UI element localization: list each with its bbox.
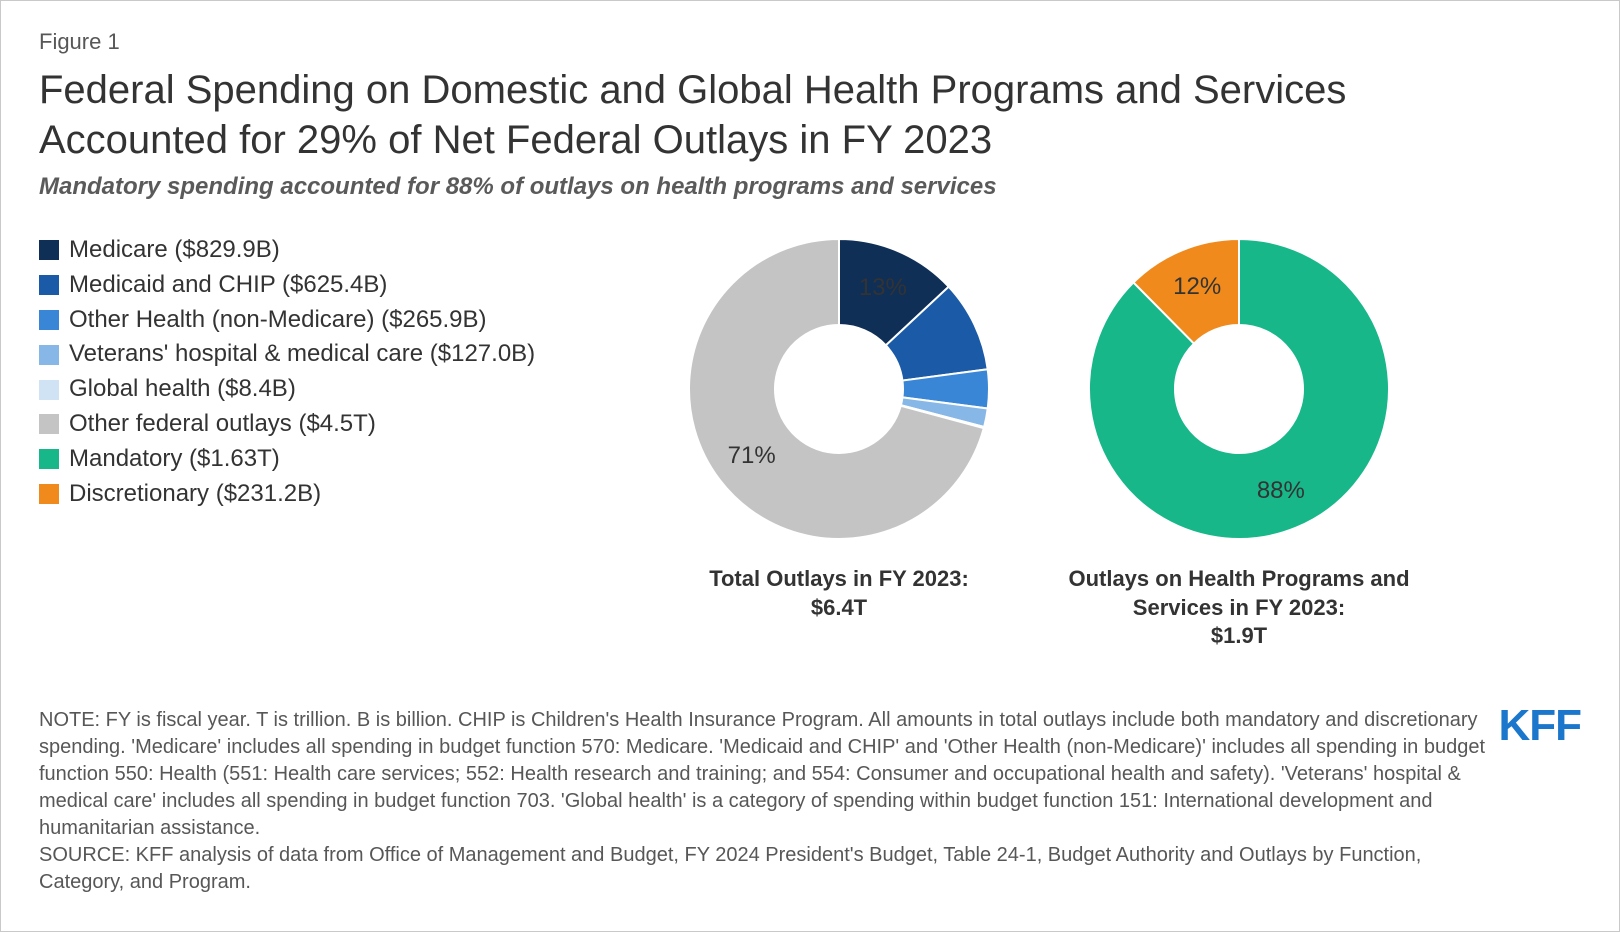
slice-label: 88% — [1257, 477, 1305, 505]
legend-swatch — [39, 380, 59, 400]
legend-label: Global health ($8.4B) — [69, 372, 296, 407]
donut-total-outlays: 13% 71% — [679, 229, 999, 549]
legend-swatch — [39, 310, 59, 330]
legend-item: Medicare ($829.9B) — [39, 233, 659, 268]
legend-item: Veterans' hospital & medical care ($127.… — [39, 337, 659, 372]
charts-row: 13% 71% Total Outlays in FY 2023: $6.4T 8… — [679, 229, 1581, 651]
legend-label: Medicaid and CHIP ($625.4B) — [69, 268, 387, 303]
legend-item: Other Health (non-Medicare) ($265.9B) — [39, 303, 659, 338]
donut-health-outlays: 88% 12% — [1079, 229, 1399, 549]
legend-swatch — [39, 345, 59, 365]
legend-item: Other federal outlays ($4.5T) — [39, 407, 659, 442]
legend-label: Mandatory ($1.63T) — [69, 442, 280, 477]
kff-logo: KFF — [1498, 701, 1581, 751]
caption-line: $6.4T — [811, 595, 867, 620]
chart-caption-left: Total Outlays in FY 2023: $6.4T — [709, 565, 969, 622]
legend-swatch — [39, 484, 59, 504]
legend-label: Veterans' hospital & medical care ($127.… — [69, 337, 535, 372]
legend-swatch — [39, 275, 59, 295]
figure-container: Figure 1 Federal Spending on Domestic an… — [0, 0, 1620, 932]
legend-swatch — [39, 240, 59, 260]
figure-subtitle: Mandatory spending accounted for 88% of … — [39, 173, 1581, 201]
legend-swatch — [39, 449, 59, 469]
chart-caption-right: Outlays on Health Programs and Services … — [1059, 565, 1419, 651]
caption-line: $1.9T — [1211, 623, 1267, 648]
figure-body: Medicare ($829.9B)Medicaid and CHIP ($62… — [39, 229, 1581, 651]
legend: Medicare ($829.9B)Medicaid and CHIP ($62… — [39, 229, 659, 511]
legend-label: Discretionary ($231.2B) — [69, 477, 321, 512]
figure-footnote: NOTE: FY is fiscal year. T is trillion. … — [39, 707, 1509, 896]
legend-item: Discretionary ($231.2B) — [39, 477, 659, 512]
slice-label: 71% — [728, 442, 776, 470]
legend-item: Medicaid and CHIP ($625.4B) — [39, 268, 659, 303]
figure-title: Federal Spending on Domestic and Global … — [39, 65, 1439, 165]
chart-health-outlays: 88% 12% Outlays on Health Programs and Se… — [1059, 229, 1419, 651]
legend-item: Mandatory ($1.63T) — [39, 442, 659, 477]
legend-swatch — [39, 414, 59, 434]
legend-item: Global health ($8.4B) — [39, 372, 659, 407]
chart-total-outlays: 13% 71% Total Outlays in FY 2023: $6.4T — [679, 229, 999, 651]
caption-line: Total Outlays in FY 2023: — [709, 566, 969, 591]
legend-label: Other federal outlays ($4.5T) — [69, 407, 376, 442]
slice-label: 13% — [859, 274, 907, 302]
legend-label: Medicare ($829.9B) — [69, 233, 280, 268]
figure-number: Figure 1 — [39, 29, 1581, 55]
caption-line: Outlays on Health Programs and Services … — [1068, 566, 1409, 620]
legend-label: Other Health (non-Medicare) ($265.9B) — [69, 303, 487, 338]
slice-label: 12% — [1173, 273, 1221, 301]
